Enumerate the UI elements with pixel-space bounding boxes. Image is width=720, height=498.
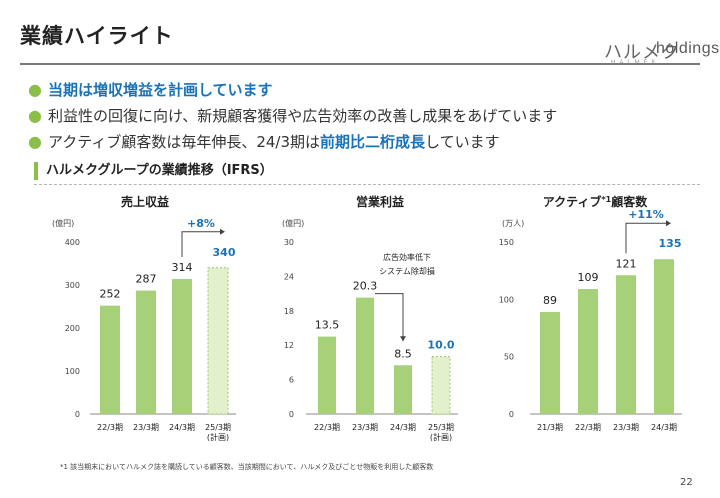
bullet-text-3-post: しています	[425, 132, 500, 151]
x-tick-sublabel: (計画)	[207, 432, 229, 442]
data-label: 13.5	[315, 319, 340, 332]
page-title: 業績ハイライト	[20, 24, 174, 48]
bar-25/3期	[431, 356, 451, 415]
title-divider	[20, 63, 700, 65]
chart-title-text: 売上収益	[121, 194, 169, 209]
bullet-text-2: 利益性の回復に向け、新規顧客獲得や広告効率の改善し成果をあげています	[47, 106, 558, 125]
bullet-text-3-highlight: 前期比二桁成長	[320, 132, 426, 151]
y-tick-label: 30	[284, 238, 294, 247]
y-tick-label: 0	[75, 410, 80, 419]
chart-unit-label: (万人)	[502, 219, 524, 228]
y-tick-label: 100	[65, 367, 80, 376]
y-tick-label: 300	[65, 281, 80, 290]
bar-22/3期	[578, 289, 598, 414]
y-tick-label: 24	[284, 272, 294, 281]
x-tick-label: 25/3期	[428, 423, 454, 432]
data-label: 135	[659, 237, 682, 250]
y-tick-label: 150	[499, 238, 514, 247]
y-tick-label: 12	[284, 341, 294, 350]
company-logo: ハルメク holdings HALMEK	[604, 32, 719, 66]
x-tick-label: 24/3期	[390, 423, 416, 432]
operating-profit-chart: 営業利益 (億円) 0 6 12 18 24 30 13.5 22/3期 20.3 23/3期 8.5 2…	[282, 194, 458, 442]
annotation-line-1: 広告効率低下	[383, 252, 431, 262]
y-tick-label: 0	[289, 410, 294, 419]
bullet-item-3: ● アクティブ顧客数は毎年伸長、24/3期は 前期比二桁成長 しています	[28, 128, 708, 154]
logo-mark: ハルメク	[604, 42, 680, 63]
data-label: 8.5	[394, 347, 412, 360]
growth-arrow-icon	[220, 228, 225, 235]
chart-unit-label: (億円)	[52, 218, 74, 228]
y-tick-label: 6	[289, 376, 294, 385]
y-tick-label: 50	[504, 353, 514, 362]
highlight-bullets: ● 当期は増収増益を計画しています ● 利益性の回復に向け、新規顧客獲得や広告効…	[28, 76, 708, 154]
logo-word: holdings	[656, 40, 720, 57]
chart-unit-label: (億円)	[282, 218, 304, 228]
x-tick-label: 22/3期	[314, 423, 340, 432]
x-tick-label: 21/3期	[537, 423, 563, 432]
bar-23/3期	[356, 297, 374, 414]
chart-title: 営業利益	[356, 194, 404, 209]
bar-21/3期	[540, 311, 560, 414]
footnote: *1 該当期末においてハルメク誌を購読している顧客数、当該期間において、ハルメク…	[60, 463, 434, 471]
bullet-item-2: ● 利益性の回復に向け、新規顧客獲得や広告効率の改善し成果をあげています	[28, 102, 708, 128]
x-tick-label: 22/3期	[97, 423, 123, 432]
active-customers-chart: アクティブ*1顧客数 (万人) 0 50 100 150 89 21/3期 109 22/3期 12…	[499, 194, 682, 432]
annotation-arrow-icon	[400, 336, 406, 342]
bar-23/3期	[616, 275, 636, 414]
bar-24/3期	[172, 278, 192, 414]
bullet-item-1: ● 当期は増収増益を計画しています	[28, 76, 708, 102]
y-tick-label: 0	[509, 410, 514, 419]
y-tick-label: 100	[499, 295, 514, 304]
bullet-dot-icon: ●	[28, 79, 42, 99]
bar-24/3期	[394, 365, 412, 414]
growth-arrow-icon	[666, 220, 671, 227]
data-label: 109	[578, 271, 599, 284]
bullet-dot-icon: ●	[28, 105, 42, 125]
data-label: 121	[616, 257, 637, 270]
bullet-dot-icon: ●	[28, 131, 42, 151]
revenue-chart: 売上収益 (億円) 0 100 200 300 400 252 22/3期 287 23/3期 314…	[52, 194, 236, 442]
chart-title: 売上収益	[121, 194, 169, 209]
y-tick-label: 400	[65, 238, 80, 247]
x-tick-label: 24/3期	[169, 423, 195, 432]
x-tick-label: 23/3期	[613, 423, 639, 432]
bar-22/3期	[318, 336, 336, 414]
data-label: 287	[136, 273, 157, 286]
data-label: 20.3	[353, 280, 378, 293]
chart-title: アクティブ*1顧客数	[543, 194, 648, 209]
chart-title-text: 営業利益	[356, 194, 404, 209]
x-tick-label: 23/3期	[133, 423, 159, 432]
data-label: 10.0	[427, 339, 454, 352]
bar-23/3期	[136, 290, 156, 414]
x-tick-label: 22/3期	[575, 423, 601, 432]
x-tick-label: 25/3期	[205, 423, 231, 432]
bar-22/3期	[100, 305, 120, 414]
section-title: ハルメクグループの業績推移（IFRS）	[34, 162, 273, 180]
x-tick-label: 24/3期	[651, 423, 677, 432]
growth-bracket	[625, 222, 666, 254]
bar-24/3期	[654, 259, 674, 414]
chart-title-post: 顧客数	[611, 194, 648, 209]
section-divider	[34, 184, 700, 185]
x-tick-label: 23/3期	[352, 423, 378, 432]
data-label: 89	[543, 294, 557, 307]
annotation-arrow-line	[375, 293, 404, 342]
growth-bracket	[181, 231, 220, 257]
growth-label: +11%	[628, 208, 664, 221]
data-label: 252	[100, 288, 121, 301]
annotation-line-2: システム除却損	[379, 266, 435, 276]
data-label: 340	[213, 246, 236, 259]
data-label: 314	[172, 261, 193, 274]
growth-label: +8%	[187, 217, 215, 230]
y-tick-label: 18	[284, 307, 294, 316]
bullet-text-1: 当期は増収増益を計画しています	[47, 80, 273, 99]
chart-title-text: アクティブ	[543, 194, 602, 209]
bar-25/3期	[207, 267, 229, 415]
page-number: 22	[680, 477, 693, 488]
y-tick-label: 200	[65, 324, 80, 333]
bullet-text-3-pre: アクティブ顧客数は毎年伸長、24/3期は	[47, 132, 321, 151]
chart-title-sup: *1	[601, 195, 611, 204]
x-tick-sublabel: (計画)	[430, 432, 452, 442]
